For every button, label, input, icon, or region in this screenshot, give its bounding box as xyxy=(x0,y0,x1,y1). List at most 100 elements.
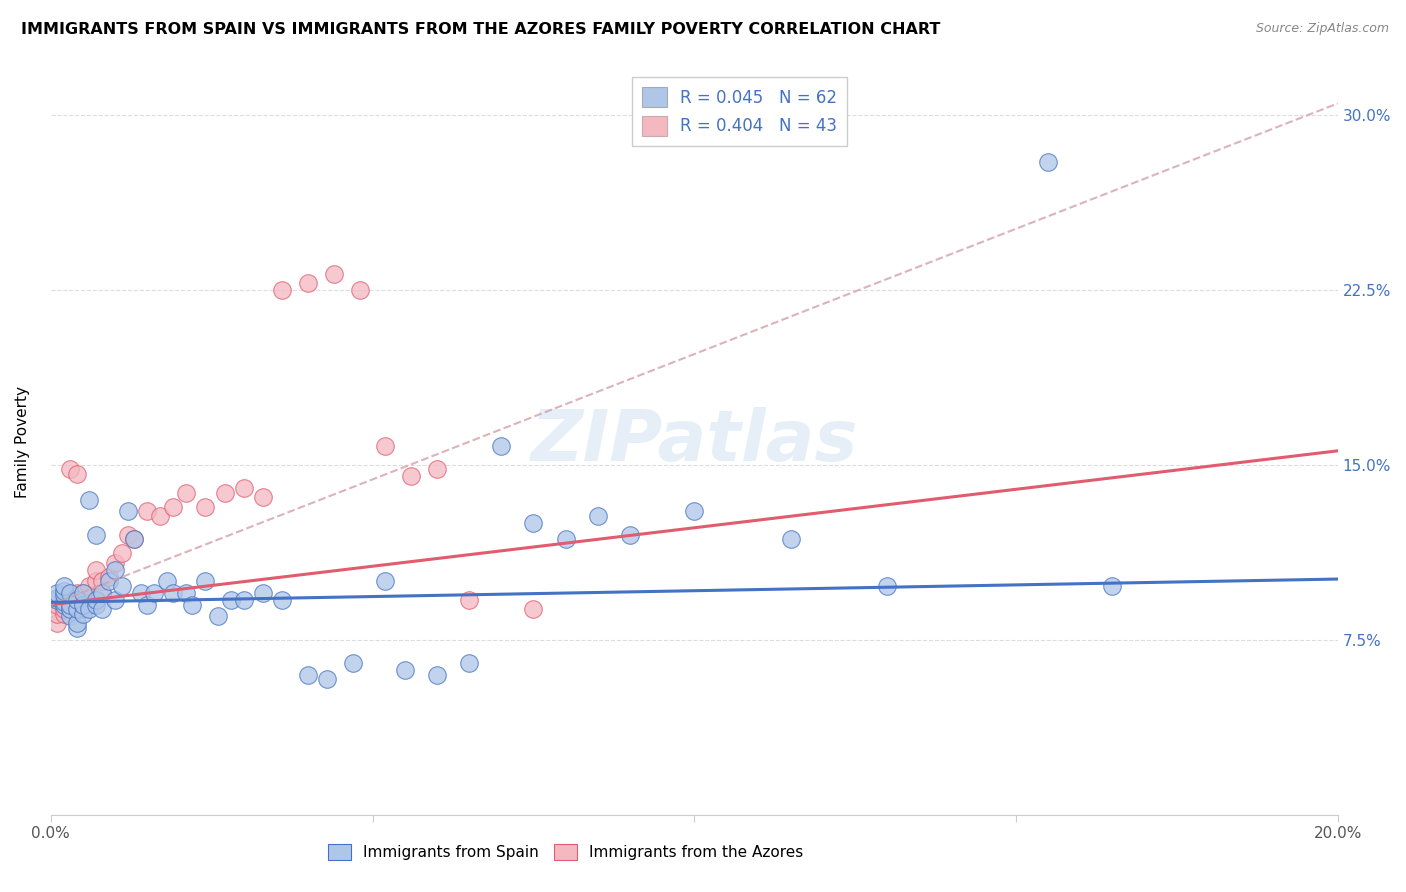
Point xyxy=(97,574,120,589)
Point xyxy=(297,667,319,681)
Point xyxy=(426,462,449,476)
Point xyxy=(59,609,82,624)
Point xyxy=(72,602,94,616)
Point xyxy=(104,556,127,570)
Point xyxy=(323,267,346,281)
Point xyxy=(554,533,576,547)
Point xyxy=(162,586,184,600)
Point xyxy=(117,504,139,518)
Point xyxy=(489,439,512,453)
Point xyxy=(181,598,204,612)
Point xyxy=(72,586,94,600)
Point xyxy=(72,607,94,621)
Point xyxy=(342,656,364,670)
Point xyxy=(522,516,544,530)
Point xyxy=(394,663,416,677)
Point xyxy=(194,574,217,589)
Point xyxy=(374,574,396,589)
Point xyxy=(174,485,197,500)
Legend: R = 0.045   N = 62, R = 0.404   N = 43: R = 0.045 N = 62, R = 0.404 N = 43 xyxy=(631,77,846,146)
Point xyxy=(65,598,87,612)
Point xyxy=(232,481,254,495)
Point xyxy=(426,667,449,681)
Point xyxy=(52,602,75,616)
Text: Source: ZipAtlas.com: Source: ZipAtlas.com xyxy=(1256,22,1389,36)
Point xyxy=(84,574,107,589)
Point xyxy=(142,586,165,600)
Point xyxy=(65,593,87,607)
Point xyxy=(1101,579,1123,593)
Point xyxy=(124,533,146,547)
Text: IMMIGRANTS FROM SPAIN VS IMMIGRANTS FROM THE AZORES FAMILY POVERTY CORRELATION C: IMMIGRANTS FROM SPAIN VS IMMIGRANTS FROM… xyxy=(21,22,941,37)
Point xyxy=(72,586,94,600)
Point xyxy=(84,598,107,612)
Point xyxy=(65,621,87,635)
Point xyxy=(586,509,609,524)
Point xyxy=(779,533,801,547)
Point xyxy=(52,593,75,607)
Point xyxy=(271,283,294,297)
Point xyxy=(316,673,339,687)
Point xyxy=(156,574,179,589)
Point xyxy=(91,586,114,600)
Point xyxy=(162,500,184,514)
Point xyxy=(91,602,114,616)
Point xyxy=(52,583,75,598)
Point xyxy=(72,598,94,612)
Point xyxy=(619,528,641,542)
Point xyxy=(84,563,107,577)
Point xyxy=(52,598,75,612)
Point xyxy=(124,533,146,547)
Point xyxy=(59,598,82,612)
Point xyxy=(149,509,172,524)
Point xyxy=(271,593,294,607)
Point xyxy=(91,586,114,600)
Point xyxy=(84,593,107,607)
Point xyxy=(458,656,481,670)
Point xyxy=(65,586,87,600)
Point xyxy=(104,593,127,607)
Point xyxy=(65,602,87,616)
Point xyxy=(349,283,371,297)
Point xyxy=(876,579,898,593)
Point xyxy=(297,276,319,290)
Point xyxy=(59,598,82,612)
Point xyxy=(174,586,197,600)
Point xyxy=(232,593,254,607)
Point xyxy=(46,607,69,621)
Point xyxy=(194,500,217,514)
Point xyxy=(46,598,69,612)
Point xyxy=(79,588,101,602)
Point xyxy=(110,546,132,560)
Point xyxy=(52,588,75,602)
Text: ZIPatlas: ZIPatlas xyxy=(530,407,858,476)
Point xyxy=(683,504,706,518)
Point xyxy=(46,616,69,631)
Point xyxy=(129,586,152,600)
Point xyxy=(59,588,82,602)
Point xyxy=(136,598,159,612)
Point xyxy=(252,491,274,505)
Point xyxy=(219,593,242,607)
Point xyxy=(65,616,87,631)
Point xyxy=(110,579,132,593)
Point xyxy=(46,593,69,607)
Point xyxy=(458,593,481,607)
Point xyxy=(399,469,422,483)
Point xyxy=(79,579,101,593)
Point xyxy=(46,586,69,600)
Point xyxy=(52,607,75,621)
Point xyxy=(214,485,236,500)
Point xyxy=(207,609,229,624)
Point xyxy=(136,504,159,518)
Point xyxy=(59,586,82,600)
Point xyxy=(46,591,69,605)
Point xyxy=(79,598,101,612)
Point xyxy=(52,595,75,609)
Point xyxy=(59,602,82,616)
Point xyxy=(65,467,87,482)
Point xyxy=(117,528,139,542)
Point xyxy=(59,462,82,476)
Point xyxy=(97,570,120,584)
Point xyxy=(79,602,101,616)
